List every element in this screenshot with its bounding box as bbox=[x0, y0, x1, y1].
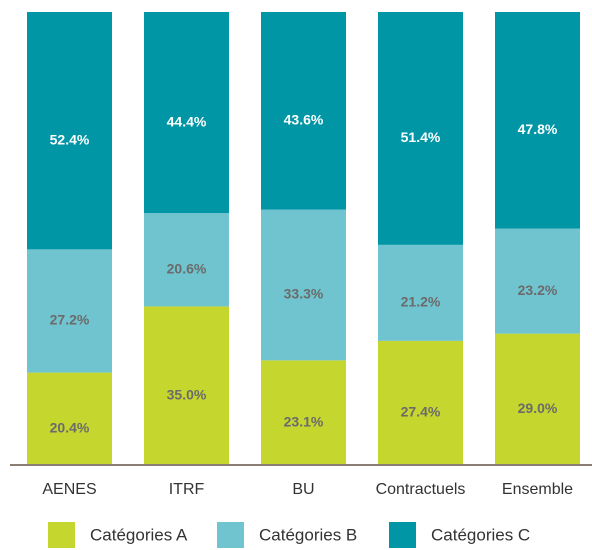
bar-segment bbox=[495, 333, 580, 465]
value-label: 35.0% bbox=[167, 386, 207, 402]
bar-segment bbox=[495, 12, 580, 229]
bar-segment bbox=[144, 306, 229, 465]
value-label: 23.2% bbox=[518, 282, 558, 298]
bar-segment bbox=[27, 372, 112, 465]
value-label: 47.8% bbox=[518, 121, 558, 137]
bar-segment bbox=[378, 12, 463, 245]
legend-label: Catégories C bbox=[431, 525, 530, 544]
value-label: 29.0% bbox=[518, 400, 558, 416]
value-label: 27.4% bbox=[401, 404, 441, 420]
value-label: 20.4% bbox=[50, 419, 90, 435]
bar-segment bbox=[27, 12, 112, 250]
value-label: 52.4% bbox=[50, 131, 90, 147]
bar-segment bbox=[261, 209, 346, 361]
legend-label: Catégories A bbox=[90, 525, 188, 544]
bar-segment bbox=[261, 360, 346, 465]
value-label: 44.4% bbox=[167, 113, 207, 129]
legend-swatch bbox=[217, 522, 244, 548]
value-label: 21.2% bbox=[401, 294, 441, 310]
bar-segment bbox=[378, 244, 463, 341]
legend-swatch bbox=[48, 522, 75, 548]
bar-segment bbox=[495, 228, 580, 334]
legend-label: Catégories B bbox=[259, 525, 357, 544]
value-label: 27.2% bbox=[50, 312, 90, 328]
x-tick-label: AENES bbox=[42, 481, 96, 498]
value-label: 20.6% bbox=[167, 260, 207, 276]
x-tick-label: Ensemble bbox=[502, 481, 573, 498]
value-label: 23.1% bbox=[284, 413, 324, 429]
bar-segment bbox=[261, 12, 346, 210]
x-tick-label: Contractuels bbox=[376, 481, 466, 498]
bar-segment bbox=[144, 12, 229, 214]
bar-segment bbox=[27, 249, 112, 373]
value-label: 43.6% bbox=[284, 111, 324, 127]
x-tick-label: BU bbox=[292, 481, 314, 498]
x-tick-label: ITRF bbox=[169, 481, 205, 498]
value-label: 51.4% bbox=[401, 129, 441, 145]
bar-segment bbox=[378, 340, 463, 465]
bar-segment bbox=[144, 213, 229, 307]
value-label: 33.3% bbox=[284, 286, 324, 302]
legend-swatch bbox=[389, 522, 416, 548]
